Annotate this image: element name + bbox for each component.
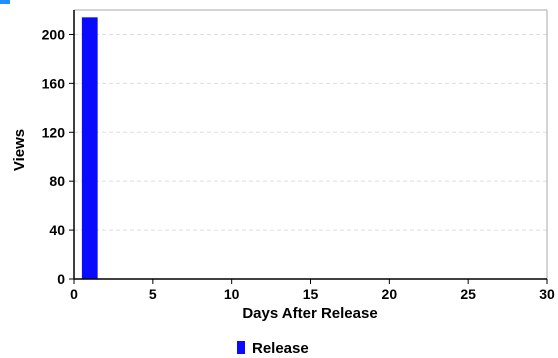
bars	[81, 17, 98, 279]
y-axis-ticks: 0 40 80 120 160 200	[42, 26, 74, 287]
y-tick-label: 80	[49, 173, 65, 189]
x-tick-label: 25	[460, 286, 476, 302]
y-tick-label: 0	[57, 271, 65, 287]
x-tick-label: 20	[382, 286, 398, 302]
top-left-accent-mark	[0, 0, 10, 4]
x-tick-label: 0	[70, 286, 78, 302]
axes	[73, 9, 548, 280]
x-axis-ticks: 0 5 10 15 20 25 30	[70, 279, 555, 302]
y-tick-label: 200	[42, 26, 66, 42]
x-tick-label: 30	[539, 286, 555, 302]
x-axis-title: Days After Release	[242, 305, 377, 322]
bar	[81, 17, 98, 279]
grid-lines	[74, 33, 547, 231]
x-tick-label: 10	[224, 286, 240, 302]
x-tick-label: 15	[303, 286, 319, 302]
legend: Release	[237, 340, 309, 357]
y-tick-label: 40	[49, 222, 65, 238]
legend-label-release: Release	[252, 340, 309, 357]
x-tick-label: 5	[149, 286, 157, 302]
y-tick-label: 160	[42, 75, 66, 91]
y-tick-label: 120	[42, 124, 66, 140]
legend-swatch-release	[237, 341, 245, 354]
y-axis-title: Views	[11, 129, 28, 171]
